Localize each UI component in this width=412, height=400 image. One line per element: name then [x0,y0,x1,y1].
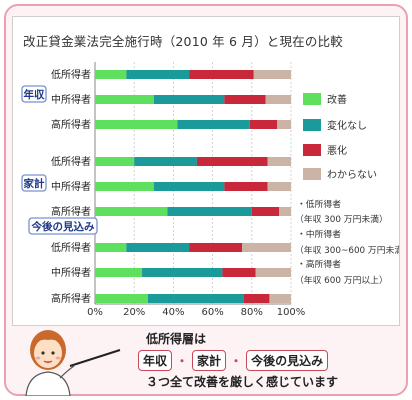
bar-segment-improve [95,70,127,79]
bar-segment-improve [95,268,143,277]
bar-segment-worse [196,157,268,166]
caption-line3: ３つ全て改善を厳しく感じています [146,375,339,389]
bar-segment-nochange [177,120,250,129]
bar-segment-nochange [142,268,223,277]
bar-segment-unknown [253,70,291,79]
legend-label: わからない [327,169,377,181]
bar-segment-worse [224,182,268,191]
bar-segment-nochange [126,70,190,79]
bar-segment-improve [95,182,154,191]
caption-separator: ・ [176,354,189,368]
caption-tag-outlook: 今後の見込み [246,350,329,371]
row-label: 中所得者 [51,93,91,106]
bar-segment-improve [95,207,168,216]
income-note: ・低所得者 [297,198,341,210]
bar-segment-nochange [167,207,252,216]
caption-line1: 低所得層は [146,332,207,346]
income-note: （年収 300 万円未満） [295,213,388,225]
group-label-box [21,85,47,103]
caption-separator: ・ [230,354,243,368]
group-label: 家計 [24,177,45,190]
legend-swatch-improve [303,93,321,105]
bar-segment-worse [189,243,242,252]
bar-segment-improve [95,120,178,129]
income-notes: ・低所得者 （年収 300 万円未満） ・中所得者 （年収 300~600 万円未満）… [295,198,399,286]
caption-tag-household: 家計 [192,350,227,371]
bar-segment-worse [251,207,280,216]
legend-swatch-worse [303,144,321,156]
row-label: 低所得者 [51,241,91,254]
bar-segment-improve [95,294,148,303]
group-label-box [21,174,47,192]
x-tick-label: 20% [123,307,145,318]
bar-segment-worse [249,120,278,129]
chart-bars [95,70,291,303]
bar-segment-improve [95,243,127,252]
bar-segment-worse [222,268,256,277]
bar-segment-unknown [242,243,291,252]
bar-segment-nochange [126,243,190,252]
bar-segment-nochange [153,182,225,191]
teacher-illustration-icon [25,330,121,396]
group-label-box [28,217,98,235]
bar-segment-unknown [267,157,291,166]
caption-tag-income: 年収 [138,350,173,371]
caption-tags: 年収 ・ 家計 ・ 今後の見込み [138,350,329,371]
bar-segment-improve [95,95,154,104]
row-label: 高所得者 [51,292,91,305]
group-label: 年収 [24,88,45,101]
x-tick-label: 60% [201,307,223,318]
bar-segment-worse [189,70,254,79]
legend-label: 変化なし [327,119,367,132]
legend-label: 悪化 [327,144,347,157]
x-tick-label: 80% [241,307,263,318]
income-note: ・高所得者 [297,258,341,270]
legend-label: 改善 [327,93,347,106]
bar-segment-unknown [277,120,291,129]
row-label: 低所得者 [51,155,91,168]
bar-segment-nochange [153,95,225,104]
bar-segment-unknown [265,95,291,104]
bar-segment-unknown [269,294,291,303]
group-label: 今後の見込み [31,220,95,233]
legend-swatch-nochange [303,119,321,131]
row-label: 高所得者 [51,205,91,218]
bar-segment-unknown [279,207,291,216]
bar-segment-nochange [147,294,244,303]
income-note: （年収 300~600 万円未満） [295,244,399,256]
bar-segment-unknown [255,268,291,277]
bar-segment-unknown [267,182,291,191]
row-label: 中所得者 [51,180,91,193]
chart-title: 改正貸金業法完全施行時（2010 年 6 月）と現在の比較 [23,34,343,49]
bar-segment-worse [243,294,270,303]
chart-panel: 改正貸金業法完全施行時（2010 年 6 月）と現在の比較 低所得者 中所得者 高所… [12,16,400,326]
bar-segment-nochange [134,157,197,166]
x-tick-label: 0% [87,307,103,318]
income-note: （年収 600 万円以上） [295,274,388,286]
row-label: 低所得者 [51,68,91,81]
row-label: 中所得者 [51,266,91,279]
bar-segment-improve [95,157,135,166]
income-note: ・中所得者 [297,228,341,240]
row-label: 高所得者 [51,118,91,131]
bar-segment-worse [224,95,266,104]
x-tick-label: 100% [277,307,306,318]
legend-swatch-unknown [303,168,321,180]
x-tick-label: 40% [162,307,184,318]
x-tick-labels: 0% 20% 40% 60% 80% 100% [87,307,305,318]
